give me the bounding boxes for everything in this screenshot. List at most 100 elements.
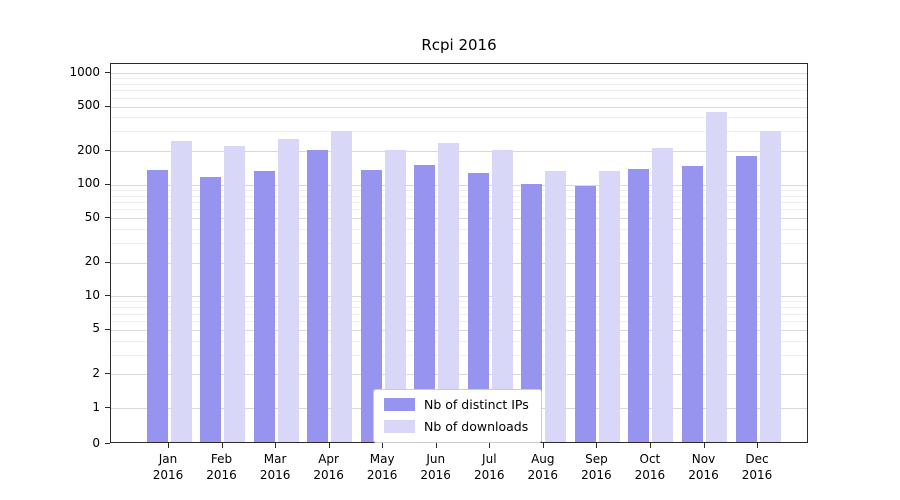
bar-distinct-ips [628, 169, 650, 442]
x-tick-label: Feb 2016 [187, 451, 257, 483]
x-tick-label-line: Jan [158, 452, 178, 466]
y-tick-label: 50 [84, 209, 100, 224]
legend: Nb of distinct IPs Nb of downloads [373, 389, 542, 443]
y-tick-mark [105, 407, 110, 408]
x-tick-label-line: 2016 [366, 468, 398, 482]
y-tick-label: 100 [77, 176, 100, 191]
bar-downloads [491, 149, 513, 442]
x-tick-label-line: Sep [585, 452, 608, 466]
bar-downloads [277, 138, 299, 442]
bar-downloads [706, 111, 727, 442]
minor-gridline [111, 97, 807, 99]
minor-gridline [111, 131, 807, 133]
x-tick-label-line: Nov [691, 452, 716, 466]
y-tick-mark [105, 217, 110, 219]
x-tick-label-line: 2016 [206, 468, 237, 482]
legend-item-distinct-ips: Nb of distinct IPs [384, 397, 529, 412]
y-tick-label: 500 [77, 98, 100, 113]
legend-label-distinct-ips: Nb of distinct IPs [424, 397, 529, 412]
bar-distinct-ips [414, 164, 436, 442]
y-tick-mark [105, 150, 110, 152]
x-tick-mark [275, 443, 277, 448]
x-tick-label-line: Jun [426, 452, 446, 466]
y-tick-label: 0 [92, 435, 100, 450]
x-tick-label-line: 2016 [420, 468, 451, 482]
bar-distinct-ips [574, 186, 596, 442]
major-gridline [111, 73, 807, 74]
x-tick-label-line: 2016 [527, 468, 559, 482]
bar-distinct-ips [253, 171, 275, 442]
x-tick-mark [435, 443, 437, 448]
legend-swatch-downloads [384, 420, 415, 433]
y-tick-label: 5 [92, 321, 100, 336]
x-tick-mark [221, 443, 223, 448]
bar-downloads [545, 170, 567, 442]
bar-downloads [331, 131, 353, 442]
plot-area [110, 63, 808, 443]
bar-distinct-ips [467, 173, 489, 442]
minor-gridline [111, 78, 807, 80]
x-tick-label-line: Aug [531, 452, 555, 466]
bar-distinct-ips [200, 177, 221, 442]
y-tick-label: 1 [92, 399, 100, 414]
y-tick-mark [105, 105, 110, 107]
minor-gridline [111, 90, 807, 92]
x-tick-label-line: Feb [210, 452, 233, 466]
y-tick-mark [105, 328, 110, 330]
bar-distinct-ips [682, 165, 703, 442]
x-tick-label-line: 2016 [474, 468, 505, 482]
x-tick-label-line: 2016 [741, 468, 773, 482]
x-tick-label-line: 2016 [313, 468, 344, 482]
bar-distinct-ips [735, 156, 757, 442]
y-tick-label: 1000 [69, 64, 100, 79]
x-tick-label-line: Apr [318, 452, 339, 466]
x-tick-label: Sep 2016 [561, 451, 631, 483]
minor-gridline [111, 117, 807, 119]
x-tick-mark [703, 443, 705, 448]
x-tick-label-line: May [369, 452, 395, 466]
bar-distinct-ips [307, 150, 329, 442]
x-tick-label-line: Oct [639, 452, 661, 466]
y-tick-mark [105, 295, 110, 297]
y-tick-label: 10 [84, 287, 100, 302]
bar-downloads [224, 146, 245, 442]
legend-label-downloads: Nb of downloads [424, 419, 529, 434]
y-tick-mark [105, 443, 110, 444]
x-tick-label: Oct 2016 [615, 451, 685, 483]
x-tick-label-line: 2016 [581, 468, 612, 482]
bar-downloads [170, 141, 192, 442]
x-tick-label: Mar 2016 [240, 451, 310, 483]
bar-downloads [759, 130, 781, 442]
legend-item-downloads: Nb of downloads [384, 419, 529, 434]
x-tick-label-line: Jul [482, 452, 497, 466]
x-tick-mark [168, 443, 169, 448]
x-tick-label-line: 2016 [634, 468, 666, 482]
x-tick-mark [596, 443, 598, 448]
x-tick-label: Jan 2016 [133, 451, 203, 483]
x-tick-label: May 2016 [347, 451, 417, 483]
x-tick-label-line: 2016 [259, 468, 291, 482]
bar-downloads [598, 171, 620, 442]
y-tick-label: 20 [84, 254, 100, 269]
x-tick-label: Jun 2016 [401, 451, 471, 483]
x-tick-mark [649, 443, 651, 448]
x-tick-label: Aug 2016 [508, 451, 578, 483]
x-tick-mark [542, 443, 544, 448]
y-tick-mark [105, 261, 110, 263]
y-tick-label: 200 [77, 142, 100, 157]
y-tick-mark [105, 373, 110, 375]
bar-downloads [384, 149, 406, 442]
major-gridline [111, 106, 807, 108]
y-tick-mark [105, 72, 110, 73]
bar-distinct-ips [146, 169, 168, 442]
x-tick-label: Nov 2016 [669, 451, 739, 483]
x-tick-mark [328, 443, 330, 448]
x-tick-label-line: 2016 [688, 468, 719, 482]
chart-title: Rcpi 2016 [421, 36, 497, 54]
x-tick-mark [489, 443, 491, 448]
x-tick-label-line: 2016 [152, 468, 184, 482]
minor-gridline [111, 83, 807, 85]
bar-distinct-ips [360, 169, 382, 442]
x-tick-label-line: Dec [745, 452, 769, 466]
